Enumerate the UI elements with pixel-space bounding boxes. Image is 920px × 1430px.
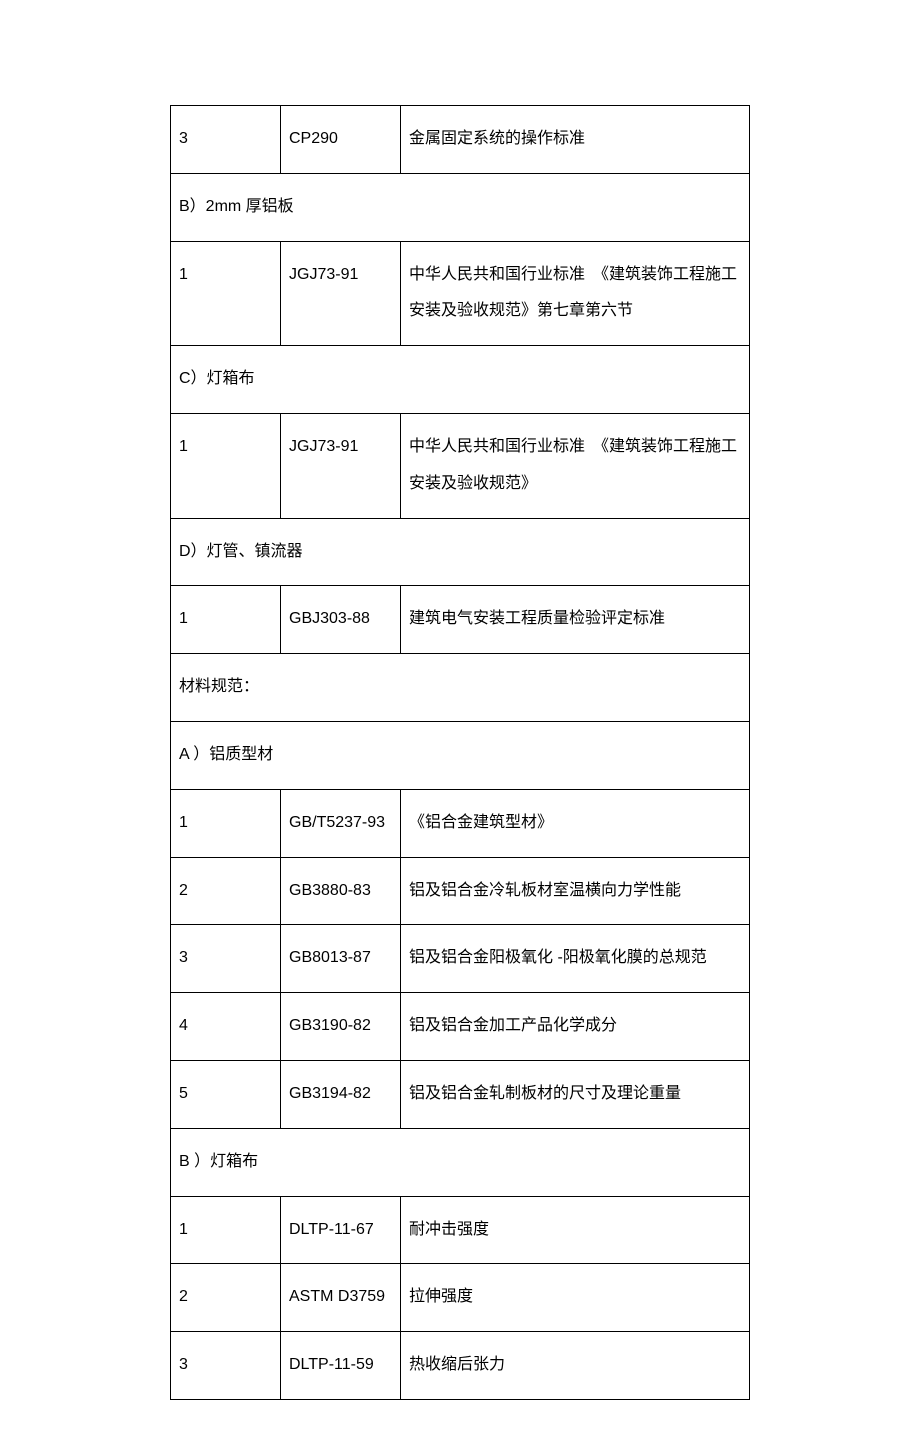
section-header: 材料规范：	[171, 654, 750, 722]
cell-code: GB8013-87	[281, 925, 401, 993]
cell-num: 1	[171, 1196, 281, 1264]
cell-desc: 铝及铝合金阳极氧化 -阳极氧化膜的总规范	[401, 925, 750, 993]
table-row: 5 GB3194-82 铝及铝合金轧制板材的尺寸及理论重量	[171, 1060, 750, 1128]
cell-desc: 中华人民共和国行业标准 《建筑装饰工程施工安装及验收规范》第七章第六节	[401, 241, 750, 346]
cell-code: GB3190-82	[281, 993, 401, 1061]
cell-code: JGJ73-91	[281, 241, 401, 346]
cell-desc: 中华人民共和国行业标准 《建筑装饰工程施工安装及验收规范》	[401, 413, 750, 518]
section-header: B）2mm 厚铝板	[171, 173, 750, 241]
section-header: D）灯管、镇流器	[171, 518, 750, 586]
cell-desc: 《铝合金建筑型材》	[401, 789, 750, 857]
cell-desc: 铝及铝合金加工产品化学成分	[401, 993, 750, 1061]
table-row: 2 GB3880-83 铝及铝合金冷轧板材室温横向力学性能	[171, 857, 750, 925]
cell-num: 1	[171, 586, 281, 654]
cell-code: DLTP-11-67	[281, 1196, 401, 1264]
cell-code: CP290	[281, 106, 401, 174]
cell-desc: 建筑电气安装工程质量检验评定标准	[401, 586, 750, 654]
table-row: 3 CP290 金属固定系统的操作标准	[171, 106, 750, 174]
section-header: C）灯箱布	[171, 346, 750, 414]
cell-code: DLTP-11-59	[281, 1332, 401, 1400]
table-row: 3 DLTP-11-59 热收缩后张力	[171, 1332, 750, 1400]
table-row: 1 DLTP-11-67 耐冲击强度	[171, 1196, 750, 1264]
cell-desc: 耐冲击强度	[401, 1196, 750, 1264]
cell-num: 5	[171, 1060, 281, 1128]
cell-code: GB/T5237-93	[281, 789, 401, 857]
cell-desc: 铝及铝合金冷轧板材室温横向力学性能	[401, 857, 750, 925]
cell-num: 1	[171, 413, 281, 518]
table-row: 1 JGJ73-91 中华人民共和国行业标准 《建筑装饰工程施工安装及验收规范》…	[171, 241, 750, 346]
section-header: A ）铝质型材	[171, 721, 750, 789]
section-header: B ）灯箱布	[171, 1128, 750, 1196]
table-row: 1 JGJ73-91 中华人民共和国行业标准 《建筑装饰工程施工安装及验收规范》	[171, 413, 750, 518]
cell-num: 2	[171, 857, 281, 925]
cell-code: GB3880-83	[281, 857, 401, 925]
cell-code: GBJ303-88	[281, 586, 401, 654]
cell-code: JGJ73-91	[281, 413, 401, 518]
cell-code: ASTM D3759	[281, 1264, 401, 1332]
table-row: 3 GB8013-87 铝及铝合金阳极氧化 -阳极氧化膜的总规范	[171, 925, 750, 993]
cell-desc: 热收缩后张力	[401, 1332, 750, 1400]
standards-table: 3 CP290 金属固定系统的操作标准 B）2mm 厚铝板 1 JGJ73-91…	[170, 105, 750, 1400]
table-row: B）2mm 厚铝板	[171, 173, 750, 241]
cell-desc: 拉伸强度	[401, 1264, 750, 1332]
table-row: C）灯箱布	[171, 346, 750, 414]
table-row: B ）灯箱布	[171, 1128, 750, 1196]
cell-num: 4	[171, 993, 281, 1061]
cell-num: 3	[171, 1332, 281, 1400]
cell-num: 1	[171, 789, 281, 857]
table-row: D）灯管、镇流器	[171, 518, 750, 586]
table-row: 1 GB/T5237-93 《铝合金建筑型材》	[171, 789, 750, 857]
cell-desc: 铝及铝合金轧制板材的尺寸及理论重量	[401, 1060, 750, 1128]
cell-desc: 金属固定系统的操作标准	[401, 106, 750, 174]
table-body: 3 CP290 金属固定系统的操作标准 B）2mm 厚铝板 1 JGJ73-91…	[171, 106, 750, 1400]
cell-num: 1	[171, 241, 281, 346]
cell-num: 2	[171, 1264, 281, 1332]
table-row: A ）铝质型材	[171, 721, 750, 789]
table-row: 1 GBJ303-88 建筑电气安装工程质量检验评定标准	[171, 586, 750, 654]
cell-num: 3	[171, 925, 281, 993]
cell-code: GB3194-82	[281, 1060, 401, 1128]
cell-num: 3	[171, 106, 281, 174]
table-row: 材料规范：	[171, 654, 750, 722]
table-row: 2 ASTM D3759 拉伸强度	[171, 1264, 750, 1332]
table-row: 4 GB3190-82 铝及铝合金加工产品化学成分	[171, 993, 750, 1061]
